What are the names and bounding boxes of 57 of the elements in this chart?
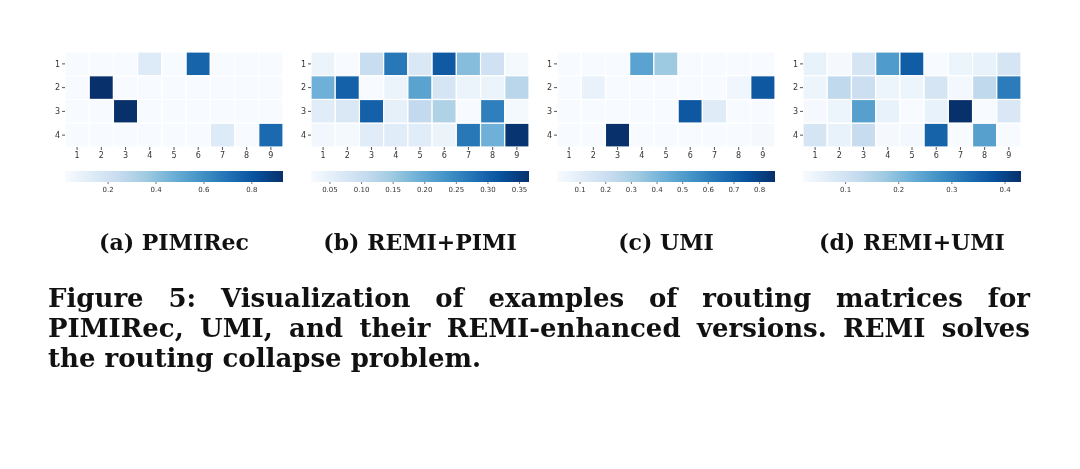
x-tick-label: 2 — [344, 150, 350, 160]
x-tick-label: 7 — [465, 150, 471, 160]
x-tick-label: 1 — [812, 150, 818, 160]
caption: Figure 5: Visualization of examples of routing matrices for PIMIRec, UMI, and their REMI-enhanced versions. REMI solves the routing collapse problem. — [48, 283, 1030, 373]
y-tick-label: 3 — [300, 107, 306, 117]
y-tick-label: 2 — [546, 83, 552, 93]
x-tick-label: 8 — [244, 150, 250, 160]
x-tick-label: 1 — [320, 150, 326, 160]
x-tick-label: 4 — [885, 150, 891, 160]
x-tick-label: 5 — [909, 150, 915, 160]
x-tick-label: 6 — [933, 150, 939, 160]
y-tick-label: 2 — [300, 83, 306, 93]
x-tick-label: 9 — [760, 150, 766, 160]
x-tick-label: 7 — [219, 150, 225, 160]
x-tick-label: 4 — [639, 150, 645, 160]
y-tick-label: 4 — [300, 130, 306, 140]
x-tick-label: 4 — [393, 150, 399, 160]
x-tick-label: 6 — [687, 150, 693, 160]
x-tick-label: 8 — [490, 150, 496, 160]
text: (d) REMI+UMI — [818, 228, 1006, 256]
y-tick-label: 1 — [792, 59, 798, 69]
y-tick-label: 1 — [54, 59, 60, 69]
x-tick-label: 5 — [417, 150, 423, 160]
x-tick-label: 2 — [98, 150, 104, 160]
x-tick-label: 3 — [861, 150, 867, 160]
x-tick-label: 9 — [514, 150, 520, 160]
text: (a) PIMIRec — [98, 228, 250, 256]
y-tick-label: 3 — [792, 107, 798, 117]
x-tick-label: 5 — [171, 150, 177, 160]
y-tick-label: 1 — [300, 59, 306, 69]
text: (b) REMI+PIMI — [322, 228, 518, 256]
x-tick-label: 4 — [147, 150, 153, 160]
x-tick-label: 3 — [615, 150, 621, 160]
x-tick-label: 2 — [836, 150, 842, 160]
x-tick-label: 1 — [74, 150, 80, 160]
x-tick-label: 9 — [1006, 150, 1012, 160]
x-tick-label: 6 — [195, 150, 201, 160]
x-tick-label: 7 — [711, 150, 717, 160]
x-tick-label: 1 — [566, 150, 572, 160]
y-tick-label: 4 — [792, 130, 798, 140]
text: (c) UMI — [617, 228, 715, 256]
x-tick-label: 9 — [268, 150, 274, 160]
x-tick-label: 5 — [663, 150, 669, 160]
x-tick-label: 8 — [982, 150, 988, 160]
x-tick-label: 8 — [736, 150, 742, 160]
x-tick-label: 6 — [441, 150, 447, 160]
x-tick-label: 2 — [590, 150, 596, 160]
x-tick-label: 3 — [123, 150, 129, 160]
y-tick-label: 3 — [54, 107, 60, 117]
x-tick-label: 3 — [369, 150, 375, 160]
y-tick-label: 3 — [546, 107, 552, 117]
x-tick-label: 7 — [957, 150, 963, 160]
y-tick-label: 4 — [546, 130, 552, 140]
y-tick-label: 1 — [546, 59, 552, 69]
y-tick-label: 2 — [792, 83, 798, 93]
y-tick-label: 4 — [54, 130, 60, 140]
y-tick-label: 2 — [54, 83, 60, 93]
